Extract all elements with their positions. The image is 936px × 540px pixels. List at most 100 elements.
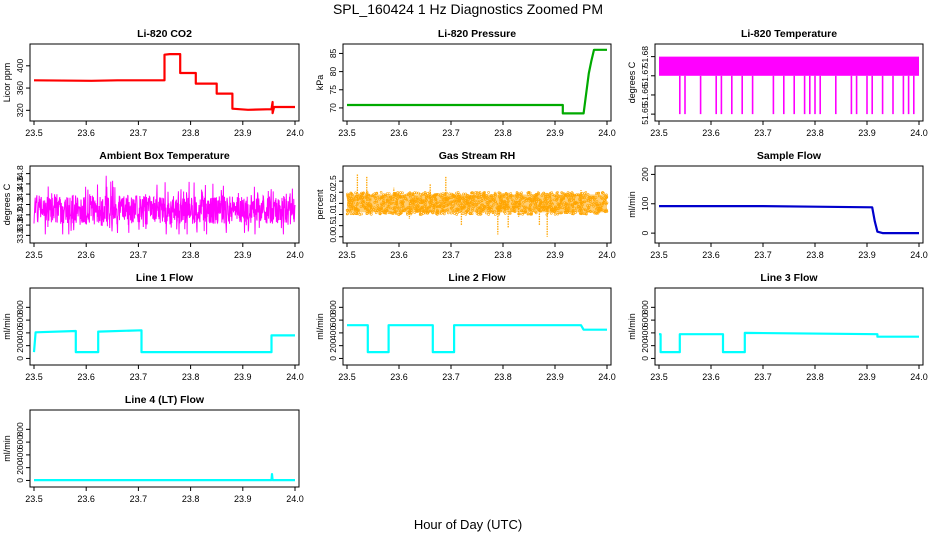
series-line xyxy=(347,48,607,115)
series-point xyxy=(471,191,475,194)
series-point xyxy=(594,207,598,211)
series-point xyxy=(474,191,477,194)
series-point xyxy=(587,196,591,199)
series-point xyxy=(375,200,379,204)
series-point xyxy=(499,206,503,210)
series-point xyxy=(456,191,460,194)
series-point xyxy=(442,209,446,212)
series-point xyxy=(388,195,392,199)
series-point xyxy=(550,206,554,209)
series-point xyxy=(462,192,465,196)
series-point xyxy=(352,212,356,215)
y-tick-label: 200 xyxy=(328,338,338,352)
series-point xyxy=(524,197,527,200)
series-point xyxy=(348,205,351,208)
y-tick-label: 800 xyxy=(328,300,338,314)
series-point xyxy=(544,198,548,202)
chart-panel-4: Ambient Box Temperature degrees C 23.5 23.6… xyxy=(2,150,304,260)
y-axis-label: kPa xyxy=(315,75,325,91)
series-point xyxy=(555,191,559,195)
series-point xyxy=(364,207,367,211)
series-point xyxy=(415,197,419,201)
plot-frame xyxy=(342,287,612,366)
y-tick-label: 360 xyxy=(15,81,25,95)
series-point xyxy=(528,197,531,200)
series-point xyxy=(530,194,533,197)
x-tick-label: 23.6 xyxy=(390,128,408,138)
series-point xyxy=(415,210,419,213)
y-tick-label: 0.0 xyxy=(328,231,338,243)
series-point xyxy=(382,204,386,207)
y-tick-label: 2.0 xyxy=(328,186,338,198)
series-point xyxy=(584,191,588,194)
series-point xyxy=(476,196,480,199)
series-point xyxy=(461,212,465,215)
series-point xyxy=(384,202,388,205)
series-point xyxy=(451,208,455,212)
series-point xyxy=(556,194,560,197)
series-point xyxy=(491,203,495,207)
x-tick-label: 23.8 xyxy=(806,372,824,382)
data-layer xyxy=(659,331,919,354)
y-tick-label: 600 xyxy=(15,435,25,449)
series-point xyxy=(568,191,571,195)
series-point xyxy=(376,204,380,207)
series-point xyxy=(387,200,391,203)
series-point xyxy=(407,192,410,195)
plot-frame xyxy=(29,43,300,122)
series-point xyxy=(369,213,373,216)
plot-frame xyxy=(654,165,924,244)
series-point xyxy=(522,201,525,204)
series-point xyxy=(389,202,393,205)
chart-panel-5: Gas Stream RH percent 23.5 23.6 23.7 23.8 23.9… xyxy=(315,150,616,260)
series-point xyxy=(454,207,458,211)
series-point xyxy=(595,202,598,206)
series-point xyxy=(355,194,358,198)
series-point xyxy=(477,201,481,205)
series-point xyxy=(449,200,453,204)
series-point xyxy=(602,192,606,195)
series-point xyxy=(560,199,563,202)
series-line xyxy=(32,329,295,354)
data-layer xyxy=(659,205,919,235)
series-point xyxy=(396,197,399,200)
x-tick-label: 24.0 xyxy=(286,250,304,260)
series-point xyxy=(595,212,598,215)
series-point xyxy=(446,200,450,204)
series-point xyxy=(605,201,609,205)
series-point xyxy=(456,197,460,200)
series-point xyxy=(350,199,354,202)
series-point xyxy=(577,193,581,197)
series-point xyxy=(409,207,413,211)
series-point xyxy=(587,206,591,209)
series-point xyxy=(478,193,481,197)
series-point xyxy=(570,210,574,213)
plot-frame xyxy=(654,287,924,366)
series-point xyxy=(438,200,442,203)
series-point xyxy=(472,198,476,201)
series-point xyxy=(521,204,525,208)
series-point xyxy=(520,209,524,212)
series-point xyxy=(423,193,427,196)
y-tick-label: 34.2 xyxy=(15,196,25,213)
series-point xyxy=(534,210,537,214)
series-point xyxy=(523,211,526,215)
x-tick-label: 23.9 xyxy=(546,128,564,138)
x-tick-label: 23.8 xyxy=(182,494,200,504)
series-point xyxy=(442,205,446,208)
series-point xyxy=(512,205,516,209)
series-point xyxy=(349,195,353,199)
x-tick-label: 23.7 xyxy=(754,372,772,382)
series-point xyxy=(442,212,446,216)
series-point xyxy=(581,207,584,211)
series-point xyxy=(564,205,568,209)
series-point xyxy=(484,198,487,201)
series-point xyxy=(524,205,528,209)
series-point xyxy=(381,199,385,203)
series-point xyxy=(388,206,392,210)
series-line xyxy=(659,331,919,354)
panel-title: Gas Stream RH xyxy=(439,150,515,162)
series-point xyxy=(399,205,403,208)
series-point xyxy=(498,201,502,204)
series-point xyxy=(581,212,585,215)
